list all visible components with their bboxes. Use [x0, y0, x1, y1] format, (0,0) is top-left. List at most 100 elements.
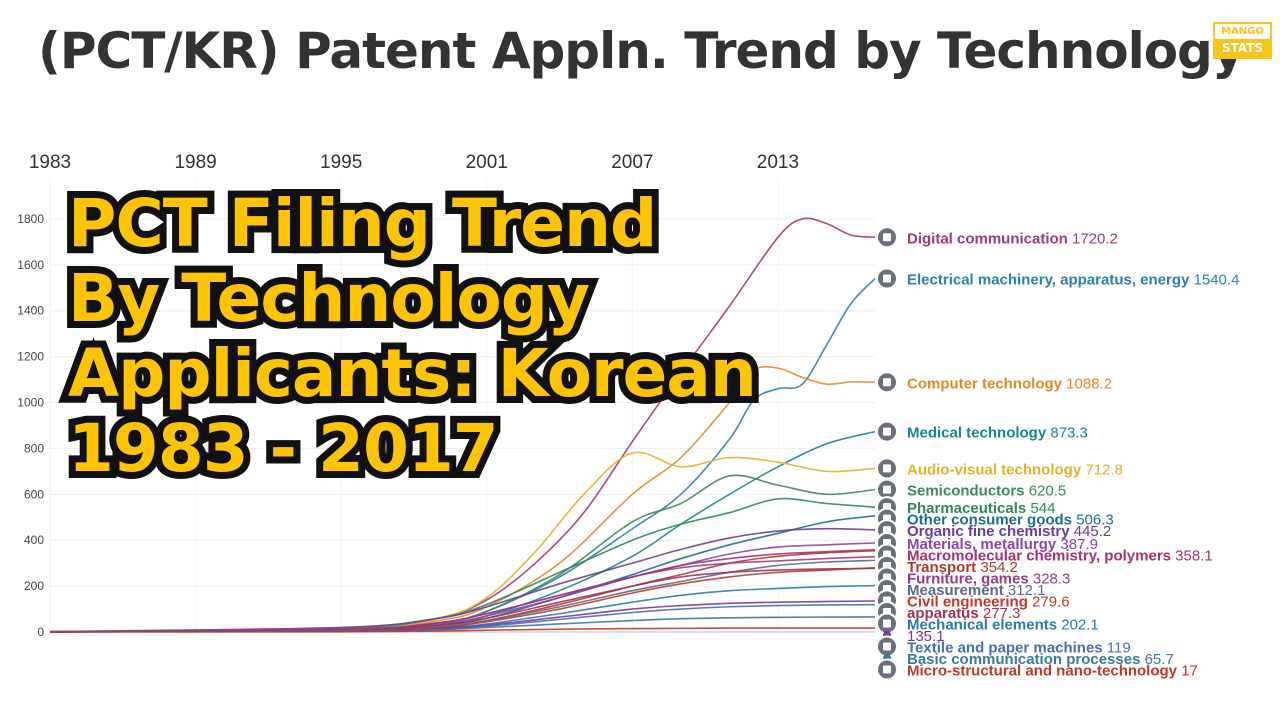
- series-value: 354.2: [980, 559, 1018, 576]
- series-label: Macromolecular chemistry, polymers 358.1: [907, 547, 1213, 564]
- icon-glyph: [883, 274, 891, 283]
- icon-glyph: [883, 464, 891, 473]
- series-value: 277.3: [983, 605, 1021, 622]
- series-label: Organic fine chemistry 445.2: [907, 523, 1111, 540]
- series-label: Pharmaceuticals 544: [907, 500, 1055, 517]
- series-name: Computer technology: [907, 375, 1066, 392]
- series-name: Semiconductors: [907, 483, 1029, 500]
- series-value: 1540.4: [1194, 272, 1240, 289]
- series-name: Mechanical elements: [907, 616, 1061, 633]
- series-value: 387.9: [1060, 536, 1098, 553]
- y-tick-label: 800: [24, 441, 44, 455]
- series-name: Measurement: [907, 582, 1008, 599]
- y-tick-label: 1200: [17, 350, 44, 364]
- logo-top-text: MANGO: [1215, 24, 1270, 39]
- series-label: Measurement 312.1: [907, 582, 1045, 599]
- series-label: Electrical machinery, apparatus, energy …: [907, 272, 1239, 289]
- series-value: 312.1: [1008, 582, 1046, 599]
- series-value: 202.1: [1061, 616, 1099, 633]
- thumbnail-overlay-text: PCT Filing Trend By Technology Applicant…: [61, 179, 764, 493]
- series-label: Textile and paper machines 119: [907, 639, 1131, 656]
- y-tick-label: 200: [24, 579, 44, 593]
- icon-glyph: [883, 485, 891, 494]
- series-value: 544: [1030, 500, 1055, 517]
- series-name: Audio-visual technology: [907, 461, 1085, 478]
- series-name: Transport: [907, 559, 980, 576]
- series-label: Materials, metallurgy 387.9: [907, 536, 1098, 553]
- page-title: (PCT/KR) Patent Appln. Trend by Technolo…: [38, 22, 1244, 80]
- icon-glyph: [883, 642, 891, 651]
- series-name: Pharmaceuticals: [907, 500, 1030, 517]
- logo-bottom-text: STATS: [1215, 39, 1270, 57]
- series-name: Medical technology: [907, 425, 1050, 442]
- series-label: Semiconductors 620.5: [907, 483, 1066, 500]
- series-name: Textile and paper machines: [907, 639, 1107, 656]
- overlay-line-4: 1983 - 2017: [61, 404, 506, 493]
- series-value: 712.8: [1085, 461, 1123, 478]
- y-tick-label: 1000: [17, 396, 44, 410]
- series-name: Materials, metallurgy: [907, 536, 1060, 553]
- icon-glyph: [883, 619, 891, 628]
- overlay-line-2: By Technology: [61, 254, 597, 343]
- series-value: 1088.2: [1066, 375, 1112, 392]
- series-value: 328.3: [1033, 570, 1071, 587]
- series-name: Civil engineering: [907, 593, 1032, 610]
- y-tick-label: 1800: [17, 212, 44, 226]
- series-name: Digital communication: [907, 230, 1072, 247]
- series-value: 119: [1107, 639, 1131, 656]
- series-value: 279.6: [1032, 593, 1070, 610]
- series-name: Organic fine chemistry: [907, 523, 1074, 540]
- series-label: 135.1: [907, 628, 945, 645]
- year-tick-label: 1989: [174, 152, 216, 173]
- series-name: Basic communication processes: [907, 651, 1145, 668]
- icon-glyph: [883, 427, 891, 436]
- series-value: 873.3: [1050, 425, 1088, 442]
- series-line: [49, 567, 876, 633]
- year-tick-label: 2007: [611, 152, 653, 173]
- series-name: Micro-structural and nano-technology: [907, 662, 1181, 679]
- y-tick-label: 1400: [17, 304, 44, 318]
- year-tick-label: 2001: [466, 152, 508, 173]
- icon-glyph: [883, 526, 891, 535]
- series-value: 620.5: [1029, 483, 1067, 500]
- series-label: Medical technology 873.3: [907, 425, 1088, 442]
- series-name: Furniture, games: [907, 570, 1033, 587]
- series-label: Furniture, games 328.3: [907, 570, 1070, 587]
- series-name: Macromolecular chemistry, polymers: [907, 547, 1175, 564]
- mango-stats-logo: MANGO STATS: [1213, 22, 1272, 59]
- series-label: Transport 354.2: [907, 559, 1018, 576]
- series-value: 506.3: [1076, 512, 1114, 529]
- series-value: 1720.2: [1072, 230, 1118, 247]
- series-label: Basic communication processes 65.7: [907, 651, 1174, 668]
- series-line: [49, 474, 876, 633]
- y-tick-label: 400: [24, 533, 44, 547]
- y-tick-label: 0: [37, 625, 44, 639]
- overlay-line-3: Applicants: Korean: [61, 329, 764, 418]
- series-label: Civil engineering 279.6: [907, 593, 1070, 610]
- icon-glyph: [883, 378, 891, 387]
- series-label: Other consumer goods 506.3: [907, 512, 1114, 529]
- series-label: Digital communication 1720.2: [907, 230, 1118, 247]
- series-label: Computer technology 1088.2: [907, 375, 1112, 392]
- icon-glyph: [883, 665, 891, 674]
- series-line: [49, 627, 875, 633]
- series-value: 65.7: [1145, 651, 1174, 668]
- series-value: 445.2: [1074, 523, 1112, 540]
- year-tick-label: 2013: [757, 152, 799, 173]
- year-tick-label: 1995: [320, 152, 362, 173]
- series-line: [49, 527, 876, 633]
- y-tick-label: 600: [24, 487, 44, 501]
- series-name: apparatus: [907, 605, 983, 622]
- icon-glyph: [883, 233, 891, 242]
- series-name: Other consumer goods: [907, 512, 1076, 529]
- series-value: 17: [1181, 662, 1198, 679]
- y-tick-label: 1600: [17, 258, 44, 272]
- series-value: 135.1: [907, 628, 945, 645]
- series-label: Mechanical elements 202.1: [907, 616, 1099, 633]
- year-tick-label: 1983: [29, 152, 71, 173]
- series-name: Electrical machinery, apparatus, energy: [907, 272, 1194, 289]
- overlay-line-1: PCT Filing Trend: [61, 179, 664, 268]
- series-label: Micro-structural and nano-technology 17: [907, 662, 1198, 679]
- series-value: 358.1: [1175, 547, 1213, 564]
